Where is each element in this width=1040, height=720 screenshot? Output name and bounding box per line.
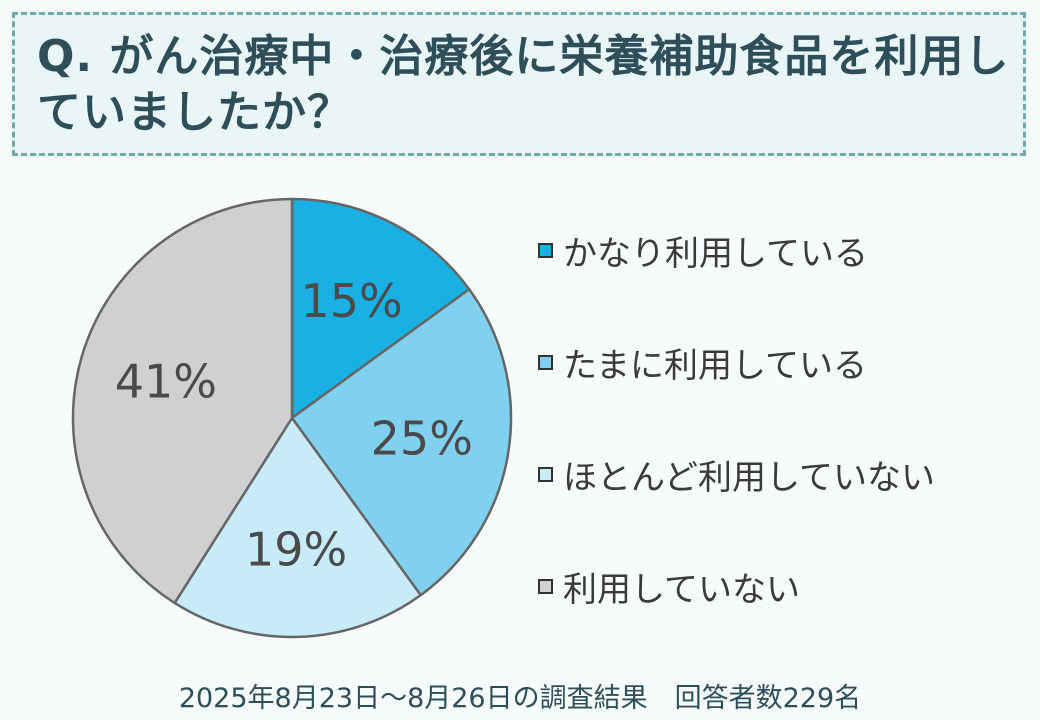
pie-chart: 15% 25% 19% 41% [71,197,513,639]
title-box: Q. がん治療中・治療後に栄養補助食品を利用していましたか？ [12,12,1026,156]
slice-label-2: 19% [245,522,347,576]
slice-label-0: 15% [301,274,403,328]
legend-item-0: かなり利用している [538,222,868,278]
legend-item-1: たまに利用している [538,334,867,390]
legend-label-0: かなり利用している [563,233,868,274]
legend-swatch-2 [538,466,553,482]
footer-note: 2025年8月23日～8月26日の調査結果 回答者数229名 [178,683,862,714]
pie-chart-area: 15% 25% 19% 41% [0,180,560,660]
legend-swatch-0 [538,242,553,258]
slice-label-3: 41% [115,354,217,408]
pie-slice-3 [71,197,294,605]
legend-swatch-1 [538,354,553,370]
pie-slice-1 [290,288,513,597]
legend-item-2: ほとんど利用していない [538,446,935,502]
legend-swatch-3 [538,578,553,594]
legend-label-1: たまに利用している [563,345,867,386]
legend-label-2: ほとんど利用していない [563,457,935,498]
legend-item-3: 利用していない [538,558,800,614]
pie-slice-0 [290,197,471,420]
legend-label-3: 利用していない [563,569,800,610]
slice-label-1: 25% [371,412,473,466]
chart-title: Q. がん治療中・治療後に栄養補助食品を利用していましたか？ [37,31,1010,138]
pie-slice-2 [173,416,422,639]
